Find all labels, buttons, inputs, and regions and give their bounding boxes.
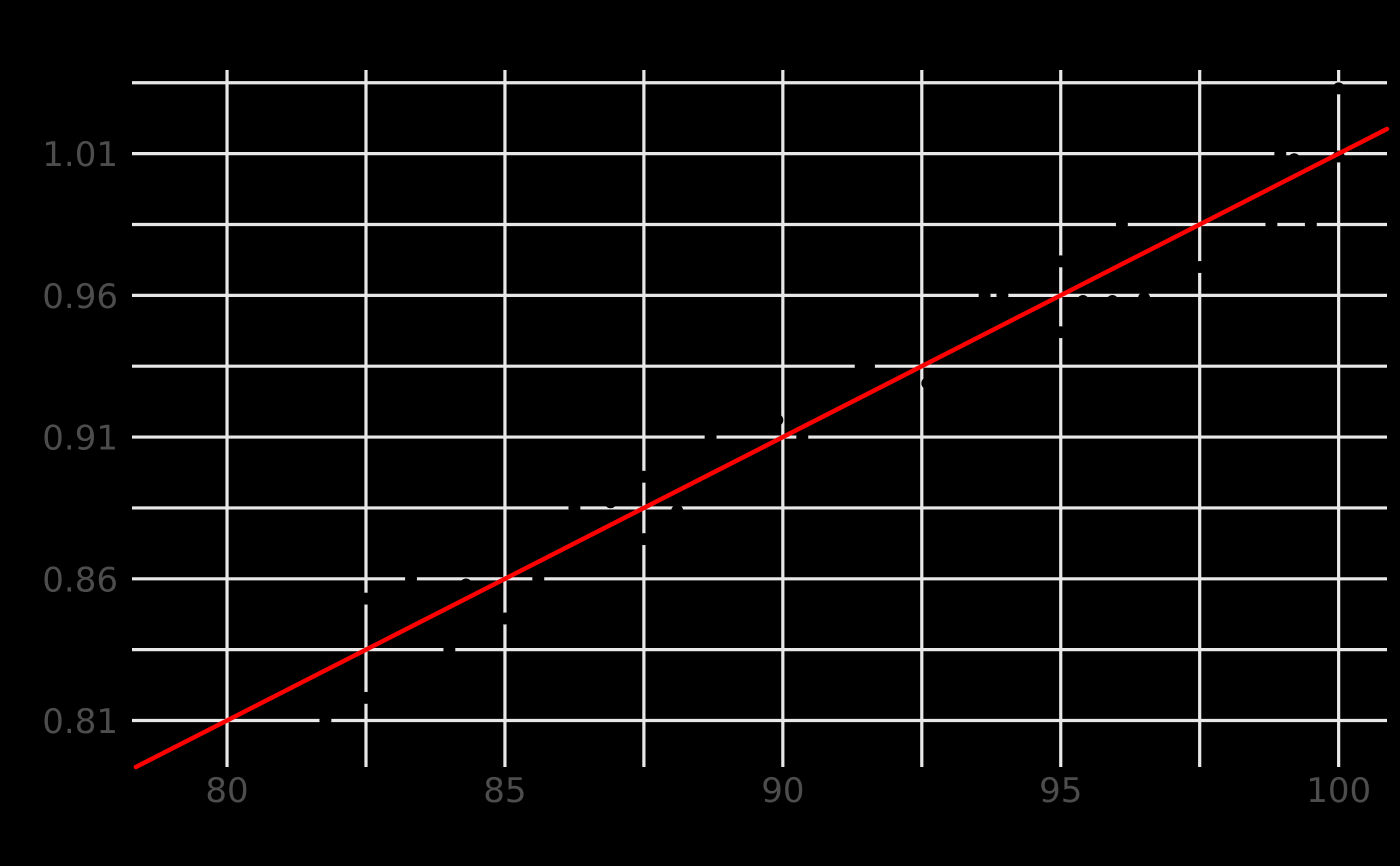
x-tick-label-90: 90: [761, 771, 804, 811]
scatter-point: [1274, 147, 1287, 160]
x-axis-tick-labels: 80 85 90 95 100: [205, 771, 1371, 811]
scatter-point: [1304, 218, 1317, 231]
scatter-point: [1265, 218, 1278, 231]
scatter-point: [421, 623, 434, 636]
scatter-point: [382, 620, 395, 633]
scatter-point: [319, 714, 332, 727]
scatter-point: [1288, 153, 1301, 166]
scatter-point: [771, 414, 784, 427]
scatter-point: [548, 564, 561, 577]
scatter-point: [1349, 124, 1362, 137]
scatter-point: [978, 289, 991, 302]
scatter-point: [293, 691, 306, 704]
scatter-point: [1015, 331, 1028, 344]
y-tick-label-0.96: 0.96: [42, 277, 118, 317]
scatter-point: [232, 689, 245, 702]
scatter-point: [1177, 246, 1190, 259]
scatter-point: [604, 496, 617, 509]
scatter-point: [568, 501, 581, 514]
scatter-point: [1215, 187, 1228, 200]
scatter-point: [359, 592, 372, 605]
scatter-point: [621, 518, 634, 531]
scatter-point: [165, 754, 178, 767]
scatter-layer: [165, 82, 1373, 767]
y-tick-label-0.91: 0.91: [42, 419, 118, 459]
scatter-point: [587, 552, 600, 565]
scatter-point: [1115, 218, 1128, 231]
scatter-point: [405, 572, 418, 585]
scatter-point: [482, 609, 495, 622]
fit-line: [133, 126, 1390, 770]
scatter-point: [276, 652, 289, 665]
scatter-point: [332, 623, 345, 636]
scatter-point: [515, 538, 528, 551]
scatter-point: [254, 723, 267, 736]
scatter-point: [687, 448, 700, 461]
y-axis-tick-labels: 0.81 0.86 0.91 0.96 1.01: [42, 135, 118, 742]
scatter-point: [182, 703, 195, 716]
scatter-point: [637, 533, 650, 546]
scatter-point: [1138, 292, 1151, 305]
scatter-point: [637, 470, 650, 483]
scatter-point: [1193, 260, 1206, 273]
scatter-point: [1054, 326, 1067, 339]
x-tick-label-100: 100: [1306, 771, 1371, 811]
scatter-point: [899, 346, 912, 359]
scatter-point: [704, 431, 717, 444]
x-tick-label-95: 95: [1039, 771, 1082, 811]
x-tick-label-80: 80: [205, 771, 248, 811]
scatter-point: [1106, 295, 1119, 308]
y-tick-label-1.01: 1.01: [42, 135, 118, 175]
scatter-point: [1054, 255, 1067, 268]
scatter-point: [721, 482, 734, 495]
scatter-point: [1332, 82, 1345, 95]
scatter-point: [960, 351, 973, 364]
scatter-point: [1076, 295, 1089, 308]
scatter-point: [810, 388, 823, 401]
scatter-point: [1321, 170, 1334, 183]
scatter-point: [882, 402, 895, 415]
scatter-point: [943, 323, 956, 336]
scatter-point: [532, 572, 545, 585]
scatter-point: [832, 419, 845, 432]
scatter-point: [460, 578, 473, 591]
scatter-point: [359, 691, 372, 704]
y-tick-label-0.81: 0.81: [42, 702, 118, 742]
scatter-point: [443, 643, 456, 656]
grid-layer: [132, 70, 1387, 767]
scatter-point: [498, 612, 511, 625]
scatter-point: [996, 289, 1009, 302]
scatter-point: [796, 431, 809, 444]
scatter-point: [1038, 280, 1051, 293]
x-tick-label-85: 85: [483, 771, 526, 811]
scatter-point: [754, 476, 767, 489]
scatter-point: [862, 360, 875, 373]
scatter-point: [671, 504, 684, 517]
scatter-point: [343, 674, 356, 687]
scatter-point: [854, 360, 867, 373]
scatter-point: [1238, 207, 1251, 220]
y-tick-label-0.86: 0.86: [42, 560, 118, 600]
scatter-point: [921, 377, 934, 390]
scatter-point: [737, 439, 750, 452]
scatter-point: [1360, 156, 1373, 169]
scatter-point: [1154, 226, 1167, 239]
scatter-point: [209, 731, 222, 744]
scatter-point: [654, 476, 667, 489]
